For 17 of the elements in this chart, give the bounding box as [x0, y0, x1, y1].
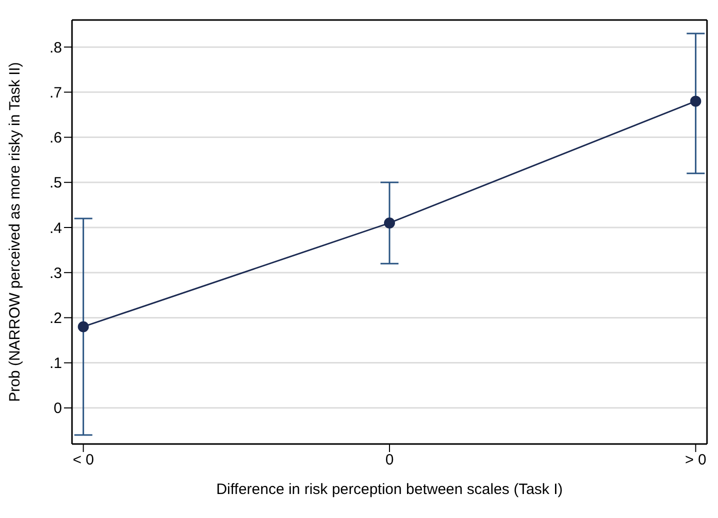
x-axis-title: Difference in risk perception between scales (Task I) [216, 481, 563, 498]
y-tick-label: .1 [49, 355, 62, 372]
x-tick-label: > 0 [685, 452, 706, 469]
point [78, 321, 89, 332]
point [690, 96, 702, 107]
y-tick-label: .4 [49, 220, 62, 237]
y-tick-label: .3 [49, 264, 62, 282]
y-tick-label: .6 [49, 130, 62, 147]
y-axis-title: Prob (NARROW perceived as more risky in Task II) [6, 62, 24, 402]
y-tick-label: .8 [49, 39, 62, 56]
y-tick-label: .7 [49, 84, 62, 102]
y-tick-label: .5 [49, 174, 62, 192]
x-tick-label: 0 [385, 452, 394, 469]
y-tick-label: 0 [54, 400, 62, 418]
y-tick-label: .2 [49, 310, 62, 328]
x-tick-label: < 0 [72, 452, 94, 469]
point [384, 217, 395, 228]
